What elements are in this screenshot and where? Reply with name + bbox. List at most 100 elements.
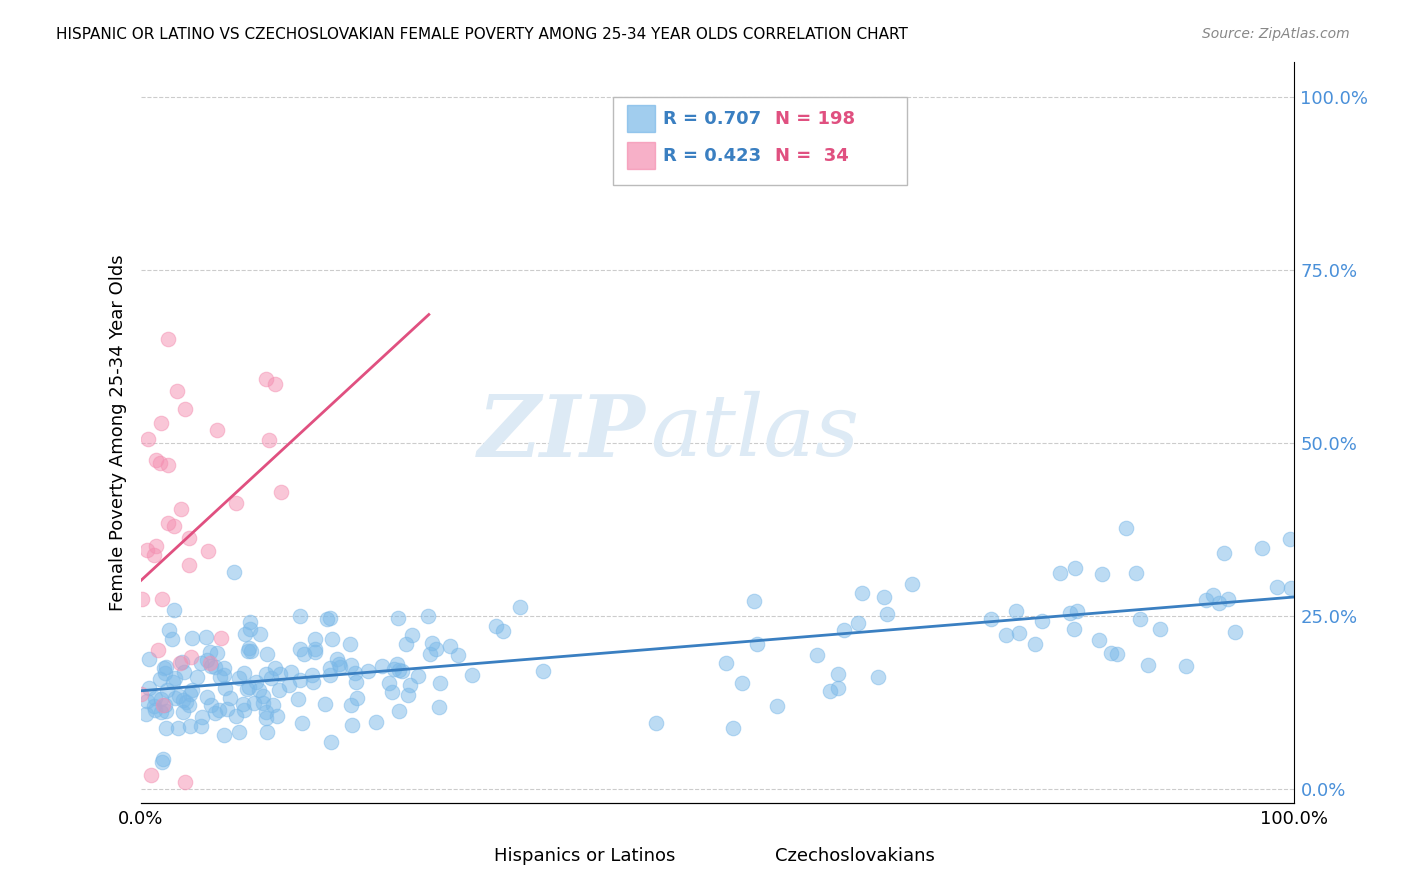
Point [387,611,409,625]
Point [239,623,262,637]
Point [254,372,277,386]
Point [531,664,554,678]
Point [742,594,765,608]
Point [186,670,208,684]
Point [197,690,219,705]
Point [254,705,277,719]
Point [169,689,191,703]
Point [371,659,394,673]
Point [1129,612,1152,626]
Point [150,705,173,719]
Point [260,671,283,685]
Point [1107,647,1129,661]
Point [806,648,828,662]
Point [172,693,194,707]
Point [150,755,173,769]
Point [160,632,183,646]
Point [1008,626,1031,640]
Point [304,642,326,657]
Point [145,453,167,467]
Point [901,577,924,591]
Text: R = 0.707: R = 0.707 [662,111,761,128]
Point [209,631,232,645]
Point [225,709,247,723]
Point [138,652,160,666]
Point [145,540,167,554]
Point [254,711,277,725]
Point [236,682,259,697]
Point [1049,566,1071,581]
Point [208,670,231,684]
Point [245,675,267,690]
Point [204,660,226,674]
Text: Czechoslovakians: Czechoslovakians [776,847,935,865]
Text: Source: ZipAtlas.com: Source: ZipAtlas.com [1202,27,1350,41]
Point [200,698,222,712]
Point [866,670,889,684]
Point [714,656,737,670]
Text: N = 198: N = 198 [775,111,855,128]
Point [238,640,260,655]
Point [157,623,180,637]
Point [288,609,311,624]
Point [1063,622,1085,636]
Point [291,716,314,731]
Point [200,658,222,673]
Point [136,542,159,557]
Point [163,519,186,533]
Point [256,647,278,661]
Point [1059,606,1081,620]
Point [163,690,186,705]
Point [1136,658,1159,673]
Point [747,638,769,652]
Point [1115,521,1137,535]
Point [129,687,152,701]
Point [149,416,172,430]
Point [270,484,292,499]
Point [200,657,222,671]
Point [1066,604,1088,618]
Point [304,645,326,659]
Point [190,719,212,733]
Point [387,657,409,671]
Point [1031,614,1053,628]
Point [1212,546,1234,560]
Point [1005,604,1028,618]
Point [381,685,404,699]
Point [645,716,668,731]
Point [150,591,173,606]
Point [152,661,174,675]
Point [238,680,260,694]
Point [278,678,301,692]
Point [266,709,288,723]
Point [156,683,179,698]
FancyBboxPatch shape [613,97,907,185]
Point [378,676,401,690]
Point [1099,646,1122,660]
Point [388,663,411,677]
FancyBboxPatch shape [758,829,780,854]
Point [155,721,177,735]
Point [1251,541,1274,555]
Text: HISPANIC OR LATINO VS CZECHOSLOVAKIAN FEMALE POVERTY AMONG 25-34 YEAR OLDS CORRE: HISPANIC OR LATINO VS CZECHOSLOVAKIAN FE… [56,27,908,42]
Point [195,653,218,667]
Point [177,531,200,545]
Point [388,704,411,718]
Point [156,332,179,346]
Point [262,698,284,712]
Point [1174,658,1197,673]
Point [427,699,450,714]
Point [447,648,470,662]
Point [228,725,250,739]
Point [197,543,219,558]
Point [1265,580,1288,594]
Point [143,703,166,717]
Point [343,665,366,680]
Point [1223,625,1246,640]
Point [172,656,194,670]
Point [315,612,337,626]
Point [172,705,194,719]
Point [207,646,229,660]
Point [832,624,855,638]
Point [1024,637,1046,651]
